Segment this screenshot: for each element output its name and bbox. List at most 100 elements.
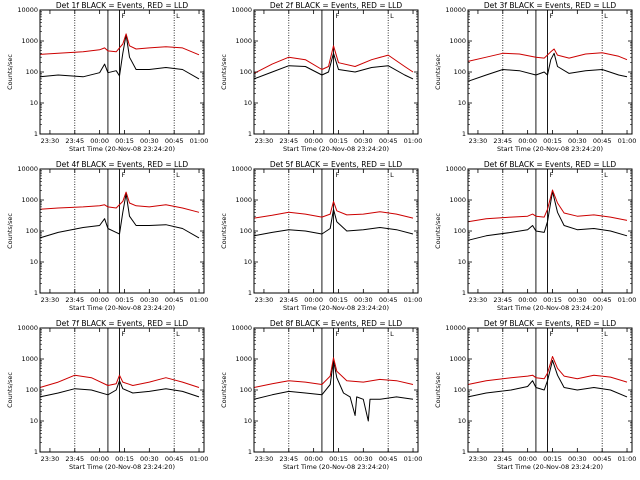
panel-2: F L 1 10 100 1000 10000 23:30 23:45 00:00 00:15 00:… (220, 1, 422, 153)
panel-8-ytick-label: 1 (248, 448, 252, 456)
panel-3-xtick-label: 23:30 (469, 137, 488, 145)
panel-2-lld-line (253, 45, 414, 74)
panel-7-xtick-label: 00:15 (115, 455, 134, 463)
panel-5-ytick-label: 10 (244, 258, 252, 266)
panel-7-xtick-label: 00:00 (90, 455, 109, 463)
panel-9-xtick-label: 01:00 (618, 455, 637, 463)
panel-6-lld-line (467, 189, 628, 223)
panel-8: F L 1 10 100 1000 10000 23:30 23:45 00:00 00:15 00:… (220, 319, 422, 471)
panel-7-ytick-label: 10000 (17, 324, 38, 332)
panel-7-ytick-label: 100 (26, 386, 38, 394)
panel-4-lld-line (39, 191, 200, 213)
panel-5-ytick-label: 1 (248, 289, 252, 297)
panel-8-ylabel: Counts/sec (220, 372, 228, 408)
panel-9-xtick-label: 00:30 (568, 455, 587, 463)
panel-4-title: Det 4f BLACK = Events, RED = LLD (56, 160, 189, 169)
panel-5-marker-label: F (336, 171, 340, 179)
panel-5-ytick-label: 10000 (231, 165, 252, 173)
panel-5-events-line (253, 208, 414, 237)
panel-7-marker-label: F (122, 330, 126, 338)
panel-4-ytick-label: 10 (30, 258, 38, 266)
panel-7-title: Det 7f BLACK = Events, RED = LLD (56, 319, 189, 328)
panel-1-marker-label: F (122, 12, 126, 20)
panel-1-ytick-label: 10000 (17, 6, 38, 14)
panel-4-xtick-label: 00:30 (140, 296, 159, 304)
panel-1: F L 1 10 100 1000 10000 23:30 23:45 00:00 00:15 00:… (6, 1, 208, 153)
panel-7: F L 1 10 100 1000 10000 23:30 23:45 00:00 00:15 00:… (6, 319, 208, 471)
panel-6-ylabel: Counts/sec (434, 213, 442, 249)
panel-3-frame (467, 9, 633, 135)
panel-8-xtick-label: 00:30 (354, 455, 373, 463)
panel-8-xtick-label: 01:00 (404, 455, 423, 463)
panel-4-xtick-label: 01:00 (190, 296, 209, 304)
panel-9-xtick-label: 00:15 (543, 455, 562, 463)
panel-3-xtick-label: 00:15 (543, 137, 562, 145)
panel-6-marker-label: F (550, 171, 554, 179)
panel-2-ytick-label: 10 (244, 99, 252, 107)
panel-1-xtick-label: 00:15 (115, 137, 134, 145)
panel-4-marker-label: F (122, 171, 126, 179)
panel-8-xlabel: Start Time (20-Nov-08 23:24:20) (283, 463, 389, 471)
panel-3-events-line (467, 52, 628, 82)
panel-3-xtick-label: 01:00 (618, 137, 637, 145)
panel-6-xtick-label: 23:45 (493, 296, 512, 304)
panel-8-marker-label: F (336, 330, 340, 338)
panel-6-xtick-label: 23:30 (469, 296, 488, 304)
panel-8-frame (253, 327, 419, 453)
panel-5-xlabel: Start Time (20-Nov-08 23:24:20) (283, 304, 389, 312)
panel-7-xtick-label: 23:45 (65, 455, 84, 463)
panel-1-ytick-label: 100 (26, 68, 38, 76)
panel-8-xtick-label: 23:30 (255, 455, 274, 463)
panel-4-ytick-label: 1 (34, 289, 38, 297)
panel-2-xtick-label: 00:15 (329, 137, 348, 145)
panel-1-xtick-label: 23:45 (65, 137, 84, 145)
panel-5-ytick-label: 1000 (235, 196, 252, 204)
panel-3-xtick-label: 00:30 (568, 137, 587, 145)
panel-4-xlabel: Start Time (20-Nov-08 23:24:20) (69, 304, 175, 312)
panel-6-ytick-label: 100 (454, 227, 466, 235)
panel-1-events-line (39, 34, 200, 80)
panel-3: F L 1 10 100 1000 10000 23:30 23:45 00:00 00:15 00:… (434, 1, 636, 153)
panel-5-xtick-label: 23:45 (279, 296, 298, 304)
panel-6-marker-label: L (604, 171, 608, 179)
panel-1-xlabel: Start Time (20-Nov-08 23:24:20) (69, 145, 175, 153)
panel-5-xtick-label: 23:30 (255, 296, 274, 304)
panel-5-xtick-label: 00:15 (329, 296, 348, 304)
panel-7-marker-label: L (176, 330, 180, 338)
panel-5-xtick-label: 00:30 (354, 296, 373, 304)
panel-7-events-line (39, 380, 200, 398)
panel-2-marker-label: L (390, 12, 394, 20)
panel-2-ylabel: Counts/sec (220, 54, 228, 90)
panel-8-xtick-label: 23:45 (279, 455, 298, 463)
panel-8-ytick-label: 10000 (231, 324, 252, 332)
panel-8-xtick-label: 00:15 (329, 455, 348, 463)
panel-5-title: Det 5f BLACK = Events, RED = LLD (270, 160, 403, 169)
panel-7-xtick-label: 23:30 (41, 455, 60, 463)
panel-4-marker-label: L (176, 171, 180, 179)
panel-6-xtick-label: 00:00 (518, 296, 537, 304)
panel-6-ytick-label: 1000 (449, 196, 466, 204)
panel-9-ytick-label: 1 (462, 448, 466, 456)
panel-6-xlabel: Start Time (20-Nov-08 23:24:20) (497, 304, 603, 312)
panel-4-events-line (39, 193, 200, 239)
panel-6-xtick-label: 01:00 (618, 296, 637, 304)
panel-4-xtick-label: 23:30 (41, 296, 60, 304)
panel-1-xtick-label: 01:00 (190, 137, 209, 145)
panel-9-lld-line (467, 356, 628, 385)
panel-5-xtick-label: 00:45 (379, 296, 398, 304)
panel-7-ytick-label: 10 (30, 417, 38, 425)
panel-6: F L 1 10 100 1000 10000 23:30 23:45 00:00 00:15 00:… (434, 160, 636, 312)
panel-7-xtick-label: 00:45 (165, 455, 184, 463)
panel-9-xtick-label: 00:00 (518, 455, 537, 463)
panel-9: F L 1 10 100 1000 10000 23:30 23:45 00:00 00:15 00:… (434, 319, 636, 471)
panel-6-title: Det 6f BLACK = Events, RED = LLD (484, 160, 617, 169)
panel-7-frame (39, 327, 205, 453)
panel-3-ytick-label: 1000 (449, 37, 466, 45)
panel-9-ytick-label: 10000 (445, 324, 466, 332)
panel-2-xtick-label: 01:00 (404, 137, 423, 145)
panel-4-ylabel: Counts/sec (6, 213, 14, 249)
panel-2-ytick-label: 10000 (231, 6, 252, 14)
panel-2-xtick-label: 00:45 (379, 137, 398, 145)
panel-4-xtick-label: 00:15 (115, 296, 134, 304)
panel-9-marker-label: F (550, 330, 554, 338)
